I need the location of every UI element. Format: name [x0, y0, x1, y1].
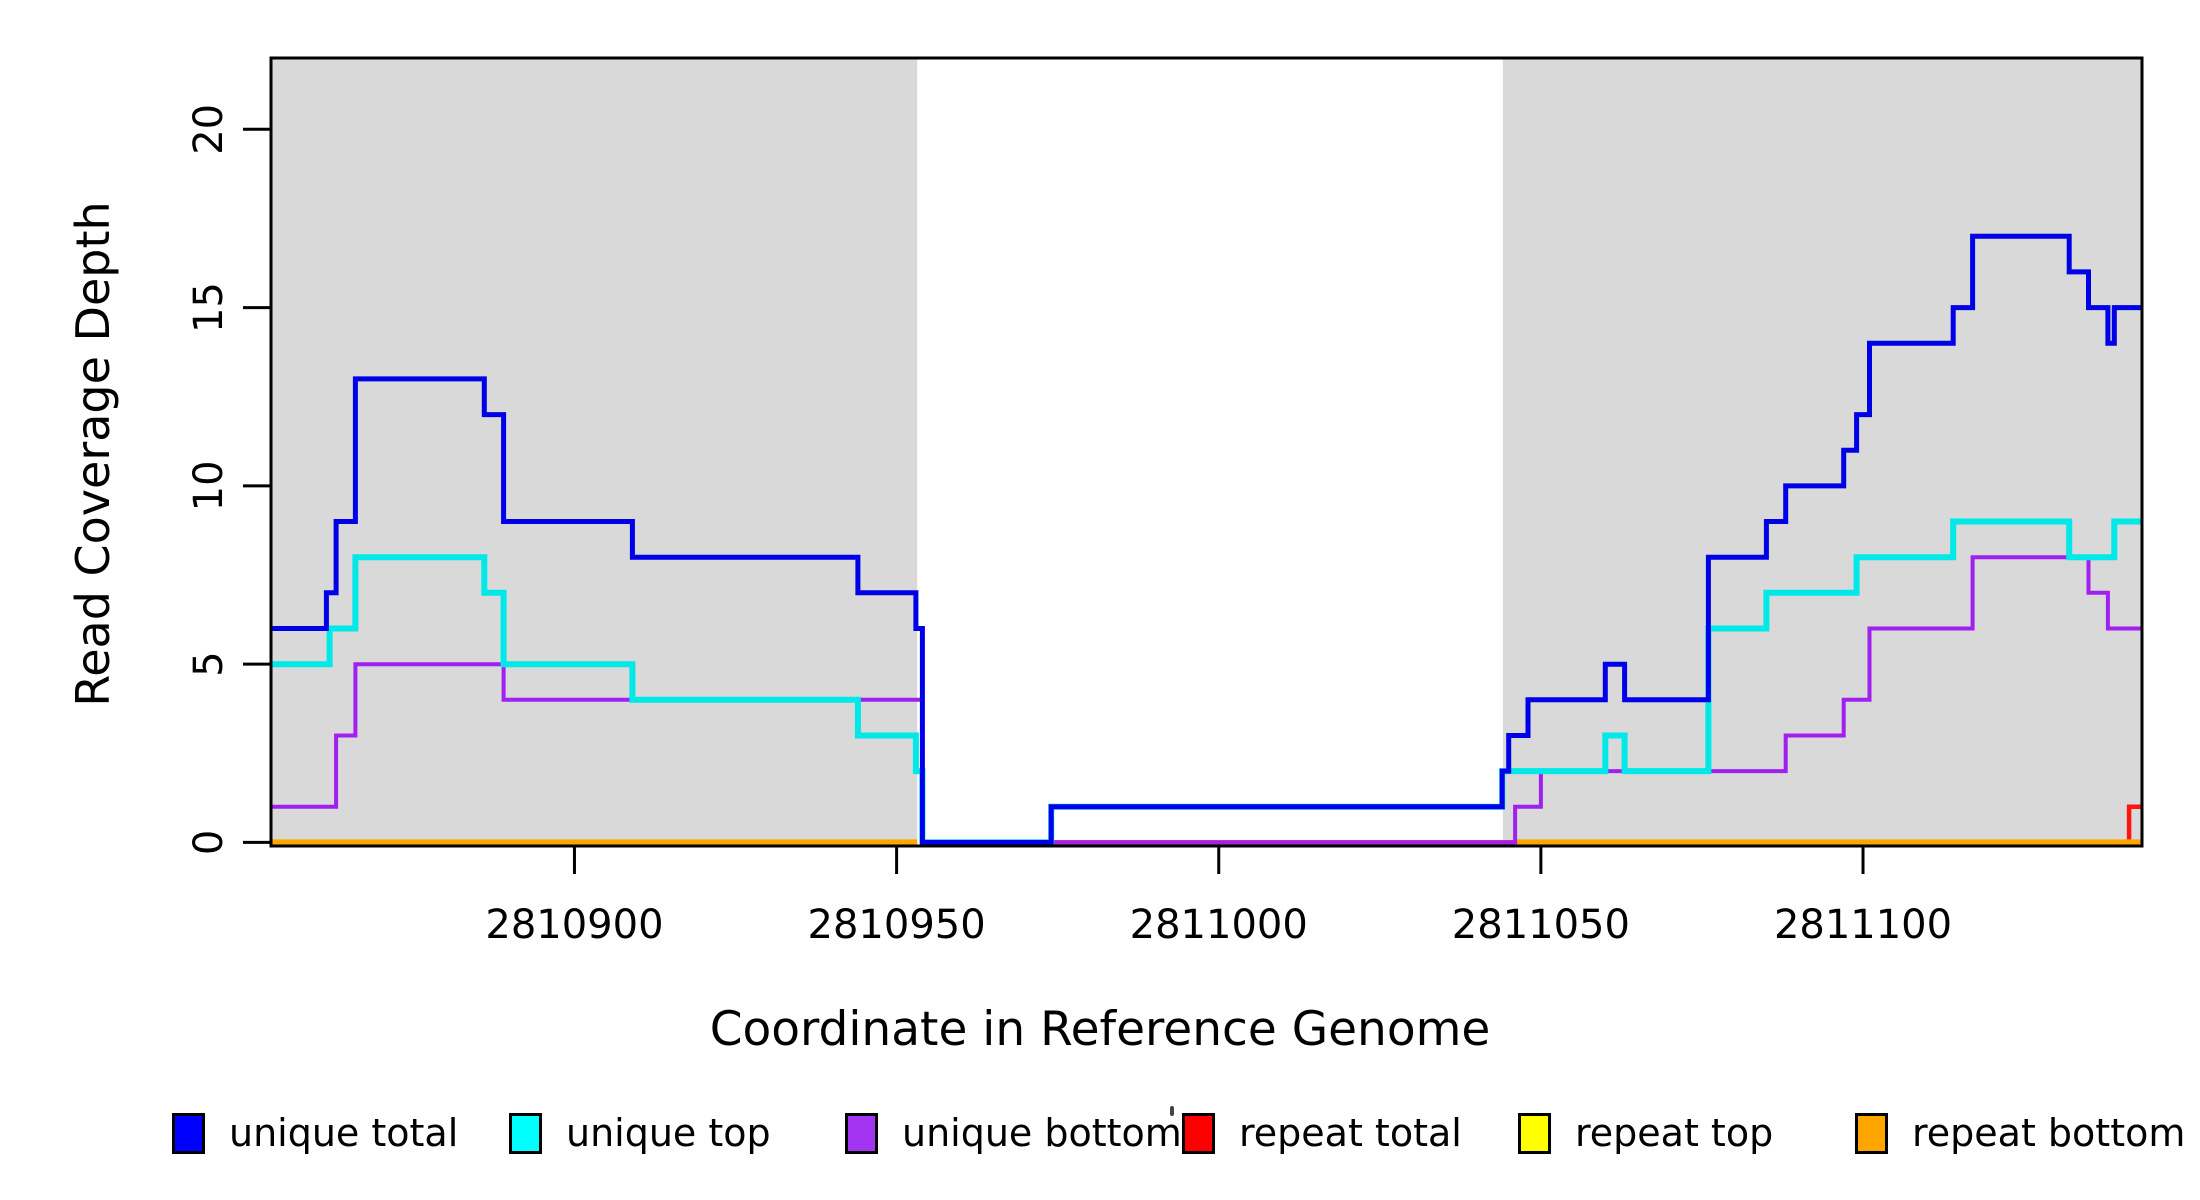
- x-tick-label: 2810950: [808, 902, 986, 948]
- y-tick-label: 10: [186, 460, 232, 511]
- repeat-region-shading: [1502, 58, 2142, 846]
- legend-label: repeat bottom: [1912, 1111, 2186, 1155]
- legend-label: unique bottom: [902, 1111, 1182, 1155]
- legend-label: unique top: [566, 1111, 771, 1155]
- repeat-total-swatch-icon: [1182, 1112, 1215, 1154]
- legend-label: repeat total: [1239, 1111, 1462, 1155]
- unique-total-swatch-icon: [172, 1112, 205, 1154]
- x-axis-title: Coordinate in Reference Genome: [709, 1002, 1491, 1057]
- y-tick-label: 20: [186, 104, 232, 155]
- y-tick-label: 5: [186, 651, 232, 676]
- repeat-bottom-swatch-icon: [1855, 1112, 1888, 1154]
- legend-item-repeat-bottom: repeat bottom: [1855, 1110, 2185, 1156]
- x-tick-label: 2810900: [485, 902, 663, 948]
- repeat-top-swatch-icon: [1518, 1112, 1551, 1154]
- legend-item-repeat-top: repeat top: [1518, 1110, 1773, 1156]
- x-tick-label: 2811100: [1774, 902, 1952, 948]
- legend-label: repeat top: [1575, 1111, 1774, 1155]
- legend-item-unique-bottom: unique bottom: [845, 1110, 1182, 1156]
- y-axis-title: Read Coverage Depth: [66, 201, 120, 707]
- x-tick-label: 2811000: [1130, 902, 1308, 948]
- legend-label: unique total: [229, 1111, 459, 1155]
- plot-frame: [269, 56, 2144, 848]
- unique-bottom-swatch-icon: [845, 1112, 878, 1154]
- legend-item-unique-top: unique top: [509, 1110, 771, 1156]
- series-unique-total: [271, 233, 2142, 845]
- stray-mark: [1170, 1106, 1174, 1116]
- y-tick-label: 15: [186, 282, 232, 333]
- legend-item-unique-total: unique total: [172, 1110, 458, 1156]
- x-tick-label: 2811050: [1452, 902, 1630, 948]
- legend: unique total unique top unique bottom re…: [0, 1110, 2200, 1160]
- y-tick-label: 0: [186, 830, 232, 855]
- unique-top-swatch-icon: [509, 1112, 542, 1154]
- repeat-region-shading: [271, 58, 918, 846]
- legend-item-repeat-total: repeat total: [1182, 1110, 1462, 1156]
